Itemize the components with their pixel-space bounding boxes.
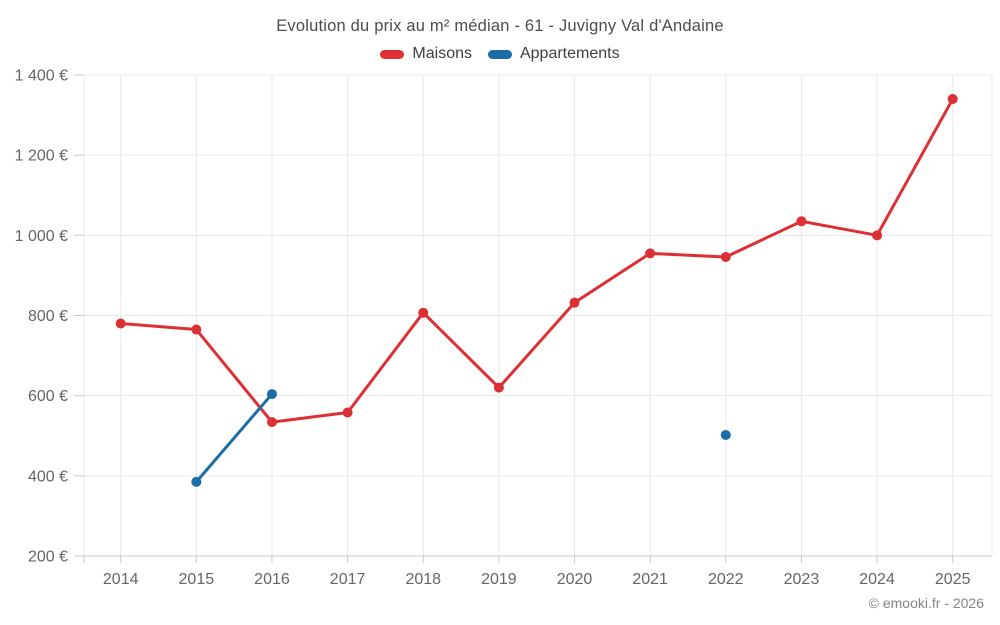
y-tick-label: 200 € [28,549,68,566]
x-tick-label: 2025 [935,571,971,588]
legend-label-appartements: Appartements [519,45,620,62]
legend-label-maisons: Maisons [412,45,472,62]
chart-title: Evolution du prix au m² médian - 61 - Ju… [276,17,724,35]
data-point-maisons-2024[interactable] [872,230,883,241]
data-point-maisons-2023[interactable] [796,216,807,227]
data-point-maisons-2020[interactable] [569,297,580,308]
y-tick-label: 600 € [28,388,68,405]
y-tick-label: 400 € [28,468,68,485]
legend-item-appartements[interactable]: Appartements [487,45,620,63]
data-point-maisons-2019[interactable] [493,382,504,393]
data-point-maisons-2017[interactable] [342,407,353,418]
data-point-maisons-2015[interactable] [191,324,202,335]
data-point-maisons-2016[interactable] [266,417,277,428]
data-point-appartements-2016[interactable] [266,389,277,400]
series-line-appartements [194,392,274,484]
x-tick-label: 2014 [103,571,139,588]
copyright: © emooki.fr - 2026 [868,595,984,611]
legend-item-maisons[interactable]: Maisons [380,45,472,63]
x-tick-label: 2018 [405,571,441,588]
legend-swatch-appartements-icon [487,49,512,59]
x-tick-label: 2023 [784,571,820,588]
y-tick-label: 1 400 € [15,68,68,85]
x-tick-label: 2019 [481,571,517,588]
x-tick-label: 2017 [330,571,366,588]
data-point-maisons-2021[interactable] [645,248,656,259]
x-tick-label: 2015 [179,571,215,588]
data-point-maisons-2014[interactable] [115,318,126,329]
y-tick-label: 800 € [28,308,68,325]
x-tick-label: 2021 [632,571,668,588]
x-tick-label: 2024 [859,571,895,588]
data-point-appartements-2022[interactable] [720,429,731,440]
y-tick-label: 1 200 € [15,148,68,165]
series-line-maisons [119,97,955,424]
x-tick-label: 2016 [254,571,290,588]
x-tick-label: 2020 [557,571,593,588]
data-point-maisons-2018[interactable] [418,307,429,318]
x-tick-label: 2022 [708,571,744,588]
data-point-maisons-2025[interactable] [947,94,958,105]
data-point-maisons-2022[interactable] [720,251,731,262]
y-tick-label: 1 000 € [15,228,68,245]
chart-legend: Maisons Appartements [0,45,1000,63]
legend-swatch-maisons-icon [380,49,405,59]
data-point-appartements-2015[interactable] [191,476,202,487]
